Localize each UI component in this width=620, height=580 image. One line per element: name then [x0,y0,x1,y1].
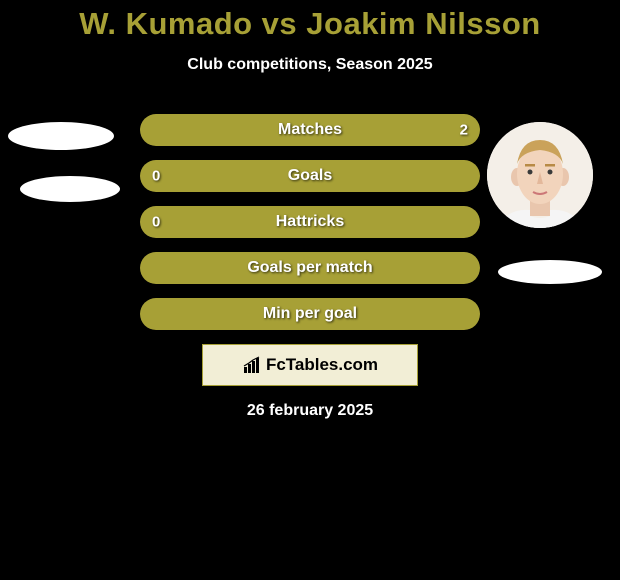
player1-ellipse-1 [8,122,114,150]
player2-club-ellipse [498,260,602,284]
stats-bars: Matches2 Goals0 Hattricks0 Goals per match M… [140,114,480,330]
stat-row: Hattricks0 [140,206,480,238]
brand-box: FcTables.com [202,344,418,386]
page-title: W. Kumado vs Joakim Nilsson [0,0,620,42]
stat-row: Matches2 [140,114,480,146]
stat-bar-fill [140,114,480,146]
stat-bar-fill [140,252,480,284]
stat-bar-fill [140,298,480,330]
stat-bar-fill [140,160,480,192]
date-label: 26 february 2025 [0,402,620,420]
brand-text: FcTables.com [266,355,378,375]
stat-row: Goals per match [140,252,480,284]
comparison-content: Matches2 Goals0 Hattricks0 Goals per match M… [0,114,620,420]
stat-bar-fill [140,206,480,238]
stat-row: Goals0 [140,160,480,192]
player1-ellipse-2 [20,176,120,202]
stat-row: Min per goal [140,298,480,330]
page-subtitle: Club competitions, Season 2025 [0,56,620,74]
bar-chart-icon [242,355,262,375]
player2-avatar [487,122,593,228]
